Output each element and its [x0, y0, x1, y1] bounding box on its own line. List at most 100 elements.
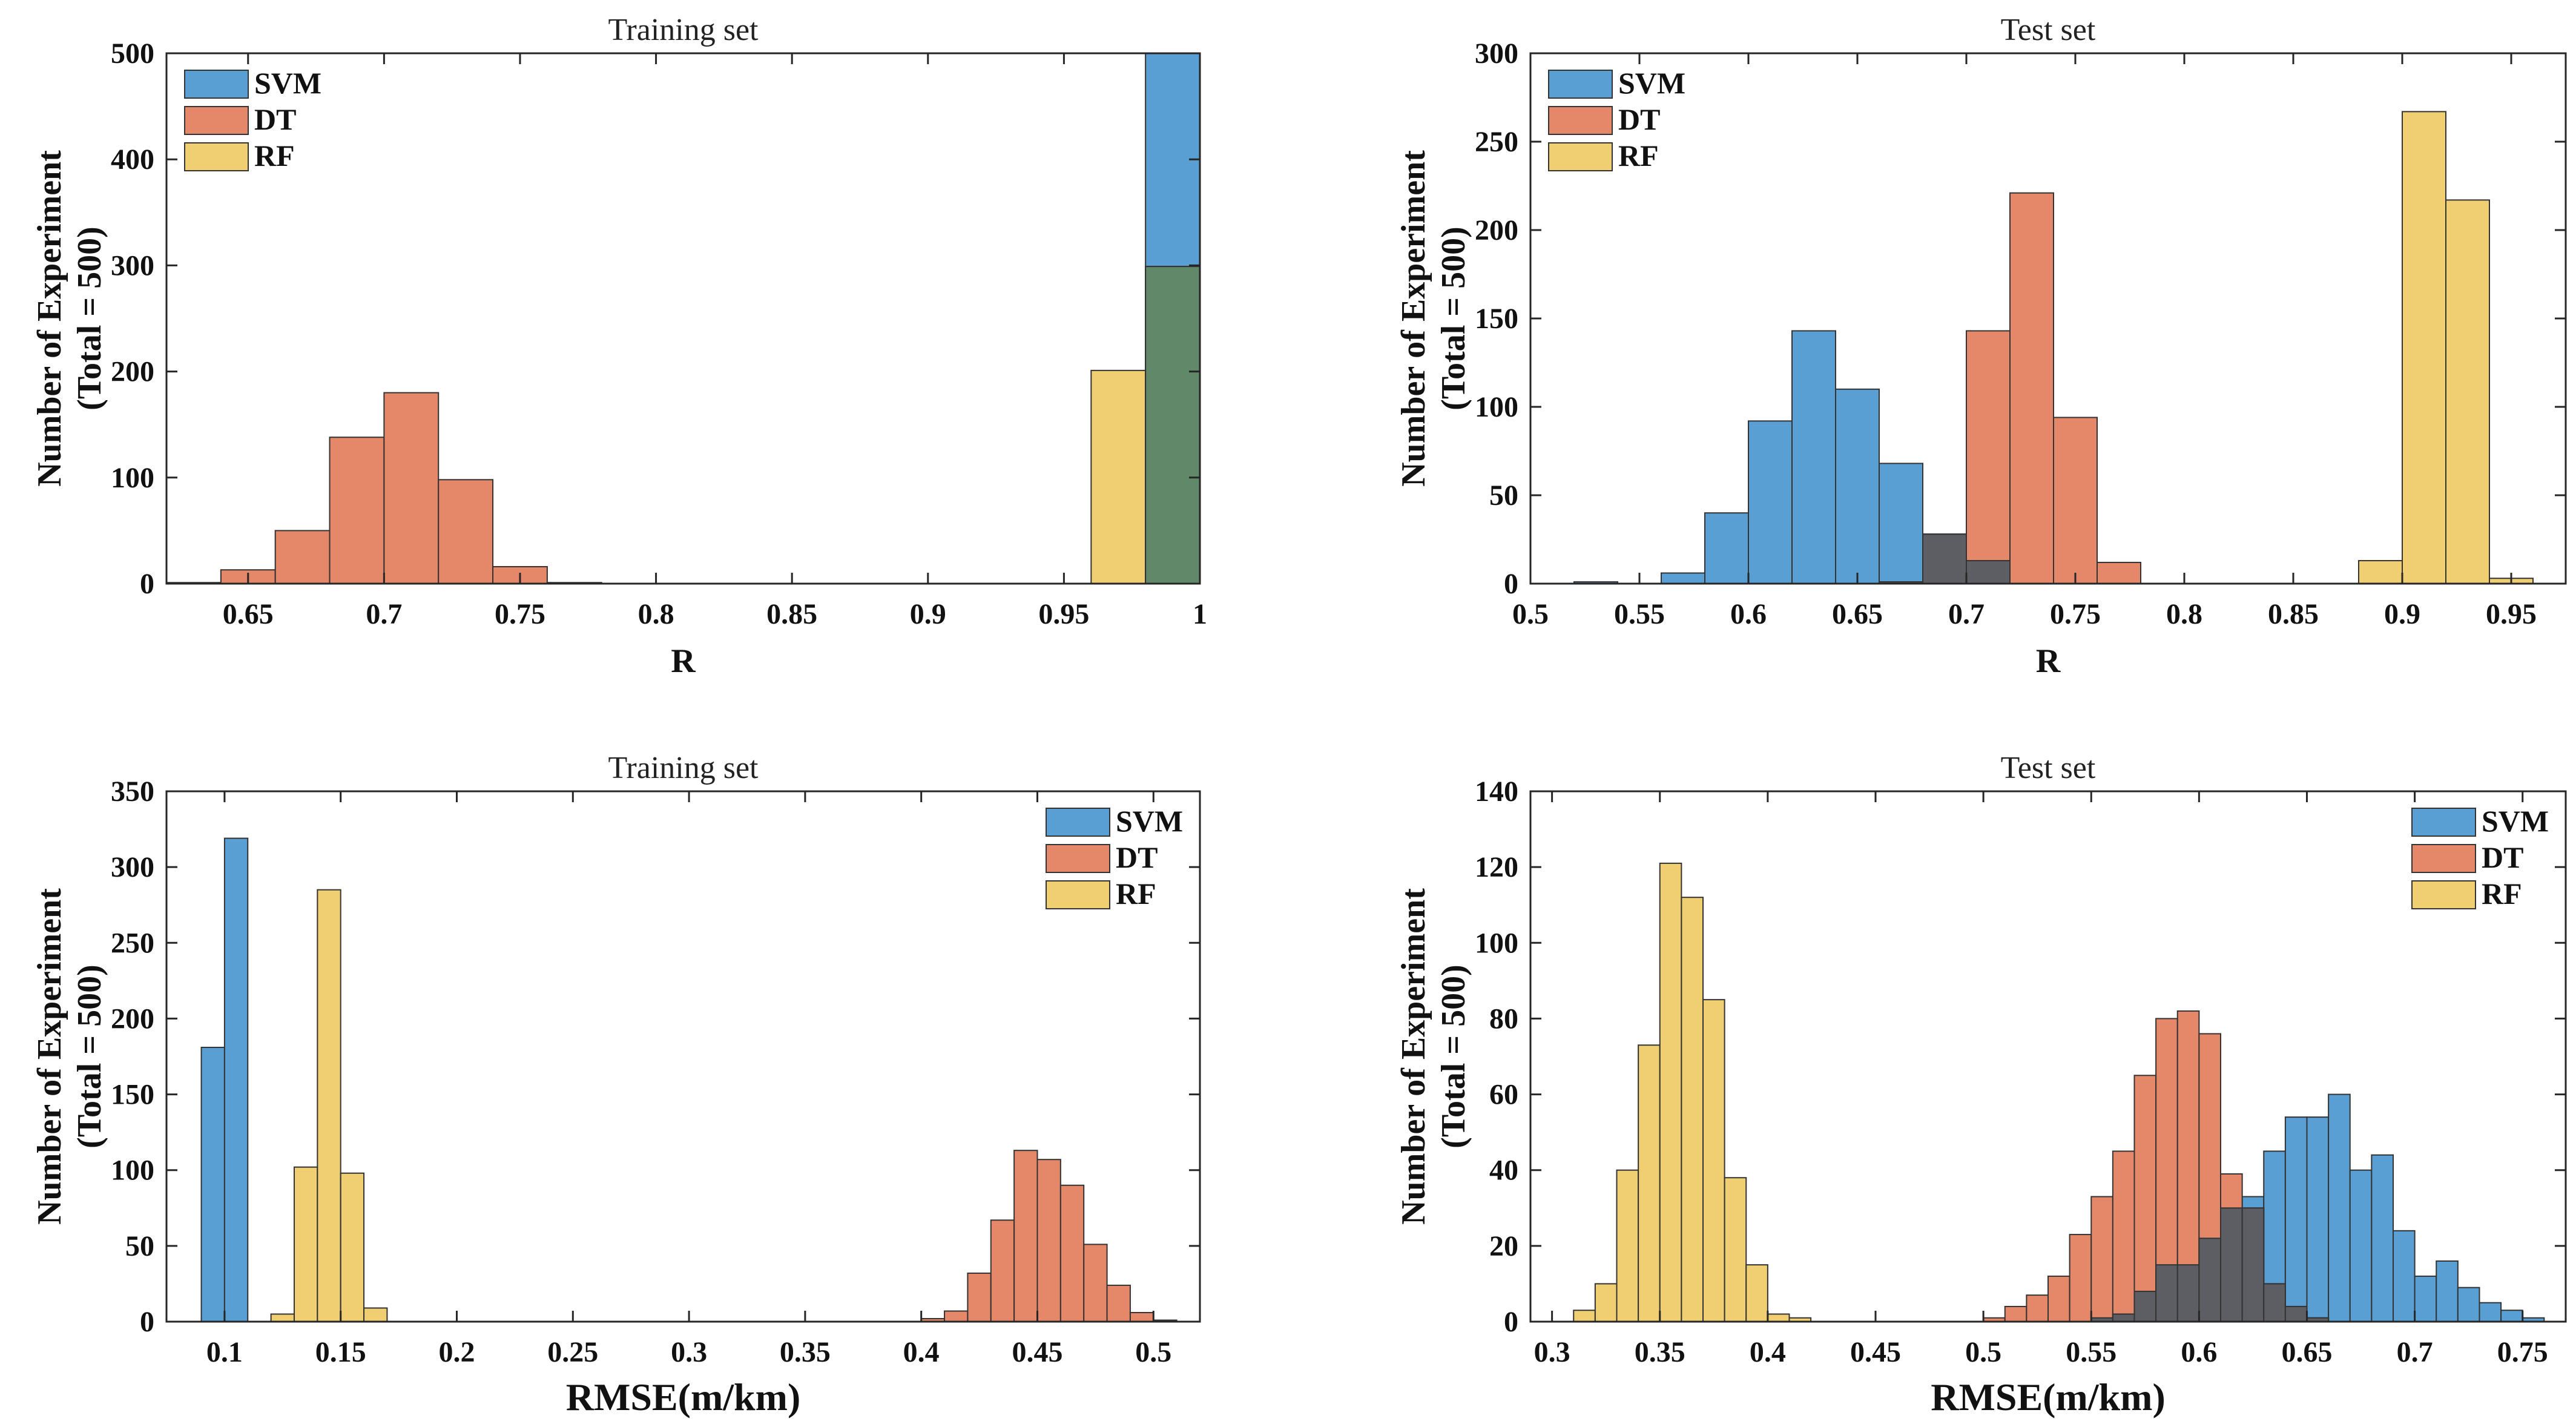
- svm-bar: [2393, 1230, 2416, 1323]
- legend-swatch-rf: [1548, 142, 1613, 171]
- overlap-bar: [2176, 1264, 2200, 1322]
- dt-bar: [2047, 1275, 2070, 1323]
- x-tick-label: 0.55: [2066, 1336, 2116, 1368]
- x-tick-label: 0.35: [1635, 1336, 1685, 1368]
- y-axis-label-line1: Number of Experiment: [31, 150, 68, 487]
- y-tick-label: 0: [140, 568, 154, 600]
- rf-bar: [1681, 897, 1704, 1322]
- y-tick-label: 150: [1475, 303, 1518, 335]
- legend-swatch-svm: [2411, 808, 2476, 837]
- dt-bar: [2053, 417, 2098, 585]
- legend-swatch-rf: [2411, 880, 2476, 909]
- y-tick-label: 120: [1475, 851, 1518, 883]
- legend-label-rf: RF: [254, 139, 295, 173]
- legend-swatch-rf: [184, 142, 249, 171]
- dt-bar: [2090, 1196, 2113, 1322]
- svm-bar: [2414, 1275, 2437, 1323]
- overlap-bar: [2284, 1305, 2308, 1323]
- rf-bar: [340, 1172, 365, 1322]
- rf-bar: [1659, 862, 1682, 1322]
- y-tick-label: 40: [1489, 1155, 1518, 1187]
- rf-bar: [270, 1313, 295, 1322]
- plot-area: [165, 52, 1201, 585]
- x-tick-label: 0.8: [2166, 598, 2202, 630]
- dt-bar: [2112, 1150, 2135, 1323]
- x-tick-label: 0.5: [1965, 1336, 2001, 1368]
- x-tick-label: 0.75: [495, 598, 545, 630]
- x-tick-label: 0.95: [1038, 598, 1089, 630]
- chart-3: Training set 0 50 100 150 200 250 300 350 0.1 0.15…: [31, 751, 1201, 1419]
- y-tick-label: 0: [1504, 568, 1518, 600]
- x-tick-label: 0.15: [315, 1336, 366, 1368]
- overlap-bar: [2155, 1264, 2178, 1322]
- legend-swatch-svm: [1548, 70, 1613, 99]
- chart-1: Training set 0 100 200 300 400 500 0.65 0.7 0.75 0…: [31, 13, 1207, 680]
- chart-title: Test set: [2001, 13, 2096, 47]
- y-axis-label-line1: Number of Experiment: [1395, 888, 1432, 1225]
- svm-bar: [2436, 1260, 2459, 1323]
- rf-bar: [363, 1307, 388, 1323]
- plot-border: [165, 52, 1201, 585]
- dt-bar: [1083, 1244, 1108, 1322]
- legend-label-rf: RF: [1618, 139, 1659, 173]
- y-tick-label: 250: [111, 927, 154, 959]
- rf-bar: [2445, 199, 2490, 584]
- legend-swatch-dt: [1046, 844, 1110, 873]
- x-axis-label: R: [671, 642, 696, 680]
- y-tick-label: 100: [1475, 391, 1518, 423]
- y-tick-label: 100: [111, 1155, 154, 1187]
- plot-border: [1529, 52, 2567, 585]
- x-tick-label: 0.8: [638, 598, 674, 630]
- y-tick-label: 100: [1475, 927, 1518, 959]
- chart-4: Test set 0 20 40 60 80 100 120 140 0.3 0.35 0.4 0.45…: [1395, 751, 2567, 1419]
- legend-label-svm: SVM: [1116, 804, 1183, 838]
- y-axis-label-line1: Number of Experiment: [31, 888, 68, 1225]
- svm-bar: [1791, 330, 1836, 584]
- overlap-bar: [2220, 1207, 2243, 1323]
- x-tick-label: 0.6: [2181, 1336, 2217, 1368]
- dt-bar: [274, 530, 331, 585]
- dt-bar: [2133, 1075, 2157, 1323]
- overlap-bar: [1145, 266, 1201, 585]
- x-tick-label: 0.55: [1614, 598, 1665, 630]
- y-tick-label: 0: [140, 1306, 154, 1338]
- x-tick-label: 0.85: [2268, 598, 2319, 630]
- y-axis-label-line2: (Total = 500): [71, 226, 108, 410]
- x-tick-label: 0.35: [780, 1336, 831, 1368]
- y-tick-label: 80: [1489, 1003, 1518, 1035]
- y-tick-label: 250: [1475, 126, 1518, 158]
- plot-border: [1529, 790, 2567, 1323]
- svm-bar: [1748, 420, 1793, 584]
- y-tick-label: 200: [111, 356, 154, 388]
- rf-bar: [1573, 1310, 1596, 1322]
- x-tick-label: 0.7: [366, 598, 402, 630]
- x-tick-label: 0.6: [1730, 598, 1767, 630]
- dt-bar: [1966, 330, 2011, 584]
- legend-label-dt: DT: [2482, 840, 2523, 874]
- rf-bar: [1090, 369, 1147, 585]
- chart-2: Test set 0 50 100 150 200 250 300 0.5 0.55 0.6 0.65…: [1395, 13, 2567, 680]
- dt-bar: [1013, 1150, 1038, 1322]
- rf-bar: [1702, 999, 1725, 1322]
- x-tick-label: 0.65: [1832, 598, 1883, 630]
- x-axis-label: RMSE(m/km): [1931, 1376, 2166, 1419]
- dt-bar: [2009, 192, 2054, 584]
- x-tick-label: 0.3: [671, 1336, 707, 1368]
- y-tick-label: 50: [125, 1230, 154, 1262]
- dt-bar: [438, 479, 494, 585]
- x-tick-label: 0.7: [1948, 598, 1985, 630]
- overlap-bar: [2112, 1313, 2135, 1322]
- y-tick-label: 300: [1475, 38, 1518, 70]
- rf-bar: [1724, 1177, 1747, 1322]
- svm-bar: [2479, 1302, 2502, 1323]
- x-tick-label: 0.95: [2486, 598, 2537, 630]
- plot-border: [165, 790, 1201, 1323]
- x-tick-label: 0.2: [438, 1336, 475, 1368]
- legend-label-dt: DT: [1116, 840, 1158, 874]
- overlap-bar: [1922, 533, 1967, 584]
- legend-swatch-svm: [1046, 808, 1110, 837]
- y-axis-label-line2: (Total = 500): [1435, 964, 1472, 1149]
- x-tick-label: 0.45: [1850, 1336, 1901, 1368]
